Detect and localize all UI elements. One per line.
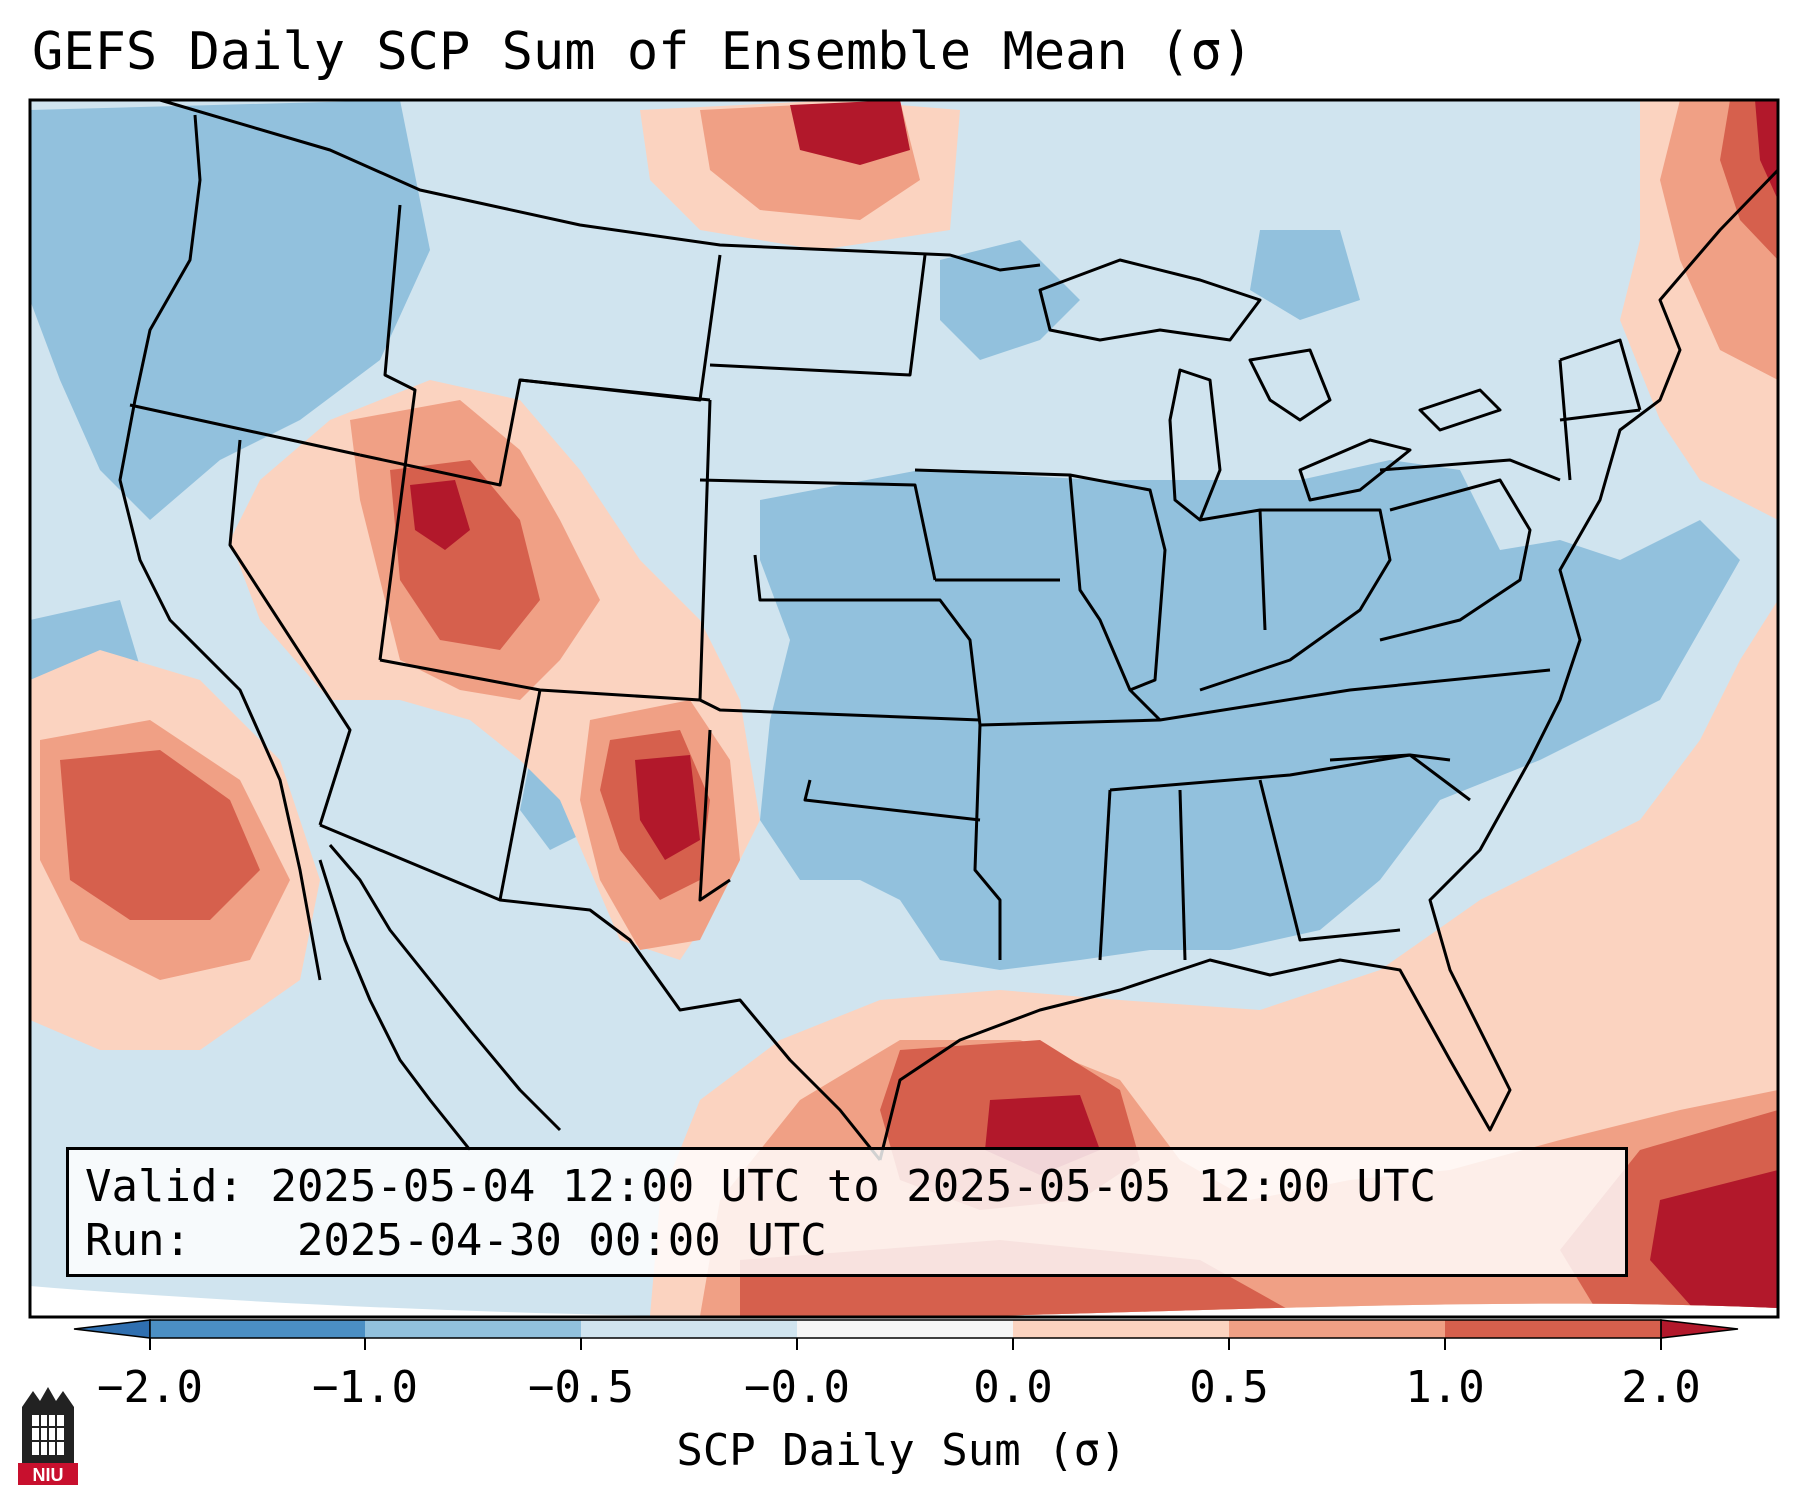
colorbar-tick-label: 0.0 (973, 1362, 1053, 1413)
run-value: 2025-04-30 00:00 UTC (296, 1215, 827, 1266)
colorbar-tick-label: 2.0 (1621, 1362, 1701, 1413)
anomaly-field (30, 100, 1778, 1316)
colorbar-label: SCP Daily Sum (σ) (676, 1425, 1127, 1476)
map-borders (118, 98, 1780, 1161)
niu-tower-logo-icon: NIU (18, 1385, 78, 1489)
colorbar (73, 1319, 1739, 1350)
colorbar-over (1660, 1319, 1739, 1339)
field-region-pacnw (30, 100, 430, 520)
colorbar-tick-label: −0.0 (744, 1362, 850, 1413)
run-label: Run: (85, 1215, 191, 1266)
colorbar-tick-label: −2.0 (97, 1362, 203, 1413)
colorbar-tick-label: −0.5 (528, 1362, 634, 1413)
colorbar-bin (1445, 1320, 1661, 1338)
colorbar-bin (1229, 1320, 1445, 1338)
field-region-central (760, 460, 1740, 970)
colorbar-under (73, 1319, 151, 1339)
valid-run-info-box: Valid: 2025-05-04 12:00 UTC to 2025-05-0… (66, 1147, 1628, 1277)
colorbar-tick-label: 0.5 (1189, 1362, 1269, 1413)
colorbar-bin (797, 1320, 1013, 1338)
colorbar-tick-label: 1.0 (1405, 1362, 1485, 1413)
colorbar-tick-label: −1.0 (312, 1362, 418, 1413)
map-title: GEFS Daily SCP Sum of Ensemble Mean (σ) (32, 22, 1253, 82)
logo-text: NIU (33, 1465, 64, 1485)
colorbar-bin (1013, 1320, 1229, 1338)
colorbar-bin (365, 1320, 581, 1338)
map-frame (28, 98, 1780, 1319)
valid-label: Valid: (85, 1161, 244, 1212)
colorbar-bin (581, 1320, 797, 1338)
colorbar-bin (150, 1320, 365, 1338)
valid-value: 2025-05-04 12:00 UTC to 2025-05-05 12:00… (270, 1161, 1437, 1212)
